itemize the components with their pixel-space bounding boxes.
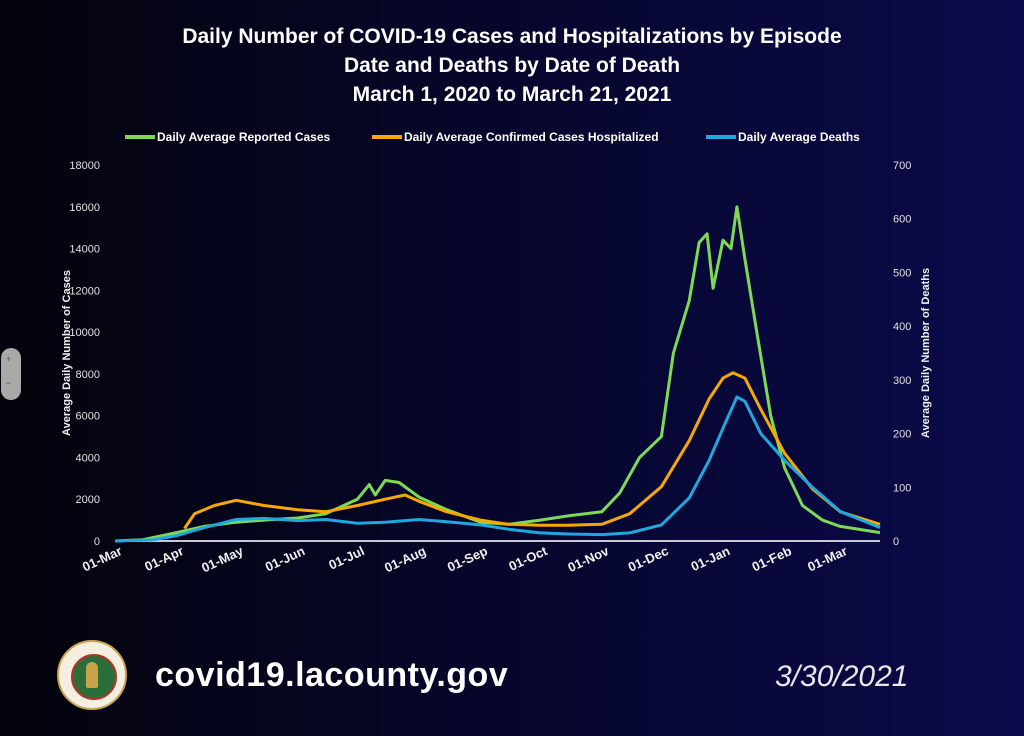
chart: 0200040006000800010000120001400016000180…: [61, 130, 932, 576]
x-tick-label: 01-Dec: [626, 543, 671, 575]
series-line-0: [114, 205, 881, 543]
y-tick-label: 10000: [69, 327, 100, 339]
x-tick-label: 01-Jun: [263, 543, 307, 574]
y-tick-label: 12000: [69, 285, 100, 297]
chart-title: Daily Number of COVID-19 Cases and Hospi…: [0, 22, 1024, 109]
y-tick-label: 2000: [76, 494, 100, 506]
y2-tick-label: 300: [893, 375, 911, 387]
legend-label-2: Daily Average Deaths: [738, 130, 860, 144]
y2-tick-label: 600: [893, 214, 911, 226]
y-tick-label: 0: [94, 536, 100, 548]
footer-date: 3/30/2021: [775, 660, 909, 693]
legend-label-1: Daily Average Confirmed Cases Hospitaliz…: [404, 130, 659, 144]
legend-label-0: Daily Average Reported Cases: [157, 130, 331, 144]
title-line-3: March 1, 2020 to March 21, 2021: [352, 83, 672, 106]
y-tick-label: 4000: [76, 452, 100, 464]
x-tick-label: 01-May: [199, 543, 246, 576]
x-tick-label: 01-Jul: [326, 543, 366, 572]
y2-tick-label: 700: [893, 160, 911, 172]
x-tick-label: 01-Feb: [750, 543, 794, 574]
county-seal-logo: [57, 640, 127, 710]
y-tick-label: 16000: [69, 202, 100, 214]
x-tick-label: 01-Mar: [80, 543, 124, 574]
title-line-1: Daily Number of COVID-19 Cases and Hospi…: [182, 25, 842, 48]
y-tick-label: 6000: [76, 411, 100, 423]
title-line-2: Date and Deaths by Date of Death: [343, 54, 681, 77]
zoom-in-button[interactable]: +: [6, 354, 12, 364]
y2-tick-label: 0: [893, 536, 899, 548]
y2-tick-label: 400: [893, 321, 911, 333]
x-tick-label: 01-Nov: [565, 543, 611, 575]
y-tick-label: 18000: [69, 160, 100, 172]
y2-tick-label: 200: [893, 429, 911, 441]
website-url[interactable]: covid19.lacounty.gov: [155, 656, 509, 694]
x-tick-label: 01-Mar: [805, 543, 849, 574]
zoom-controls: + −: [1, 348, 21, 400]
x-tick-label: 01-Jan: [689, 543, 733, 574]
x-tick-label: 01-Aug: [382, 543, 428, 575]
y-tick-label: 14000: [69, 244, 100, 256]
y-axis-title: Average Daily Number of Cases: [61, 270, 73, 436]
x-tick-label: 01-Oct: [506, 543, 550, 574]
y2-tick-label: 100: [893, 482, 911, 494]
x-tick-label: 01-Apr: [142, 543, 186, 574]
zoom-out-button[interactable]: −: [6, 378, 12, 388]
y-tick-label: 8000: [76, 369, 100, 381]
y2-tick-label: 500: [893, 267, 911, 279]
x-tick-label: 01-Sep: [445, 543, 490, 575]
y2-axis-title: Average Daily Number of Deaths: [920, 268, 932, 438]
